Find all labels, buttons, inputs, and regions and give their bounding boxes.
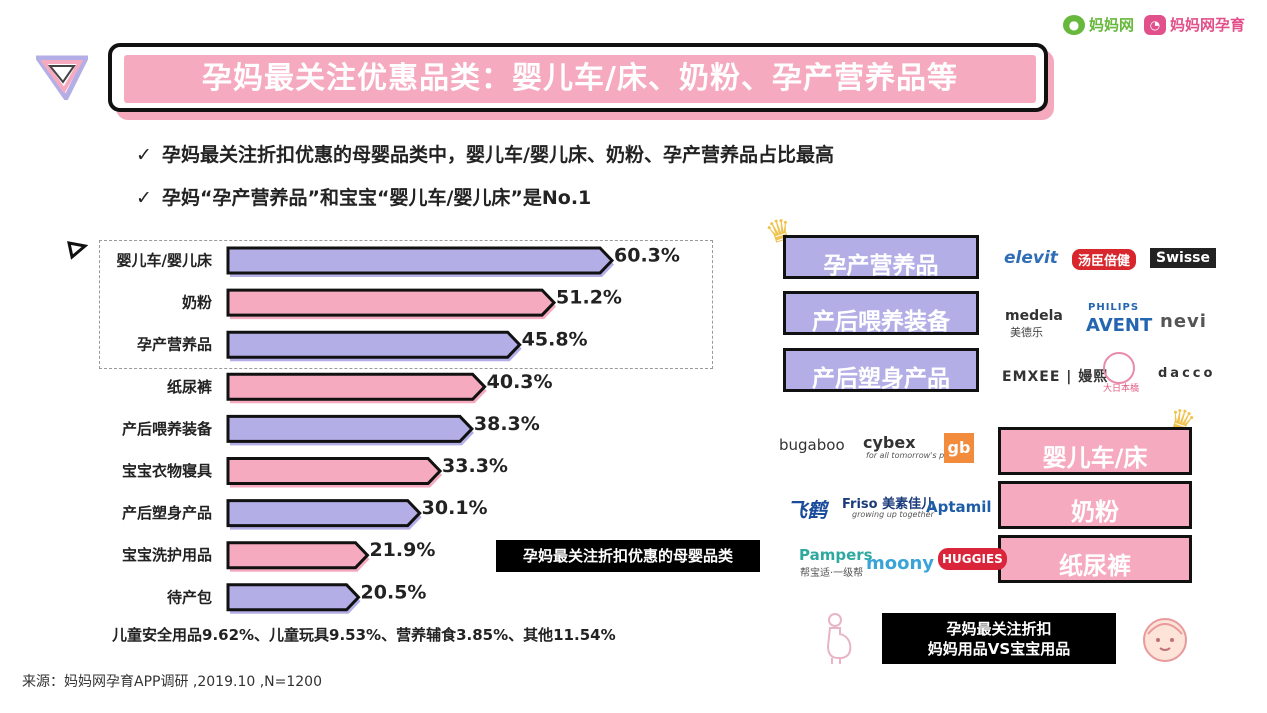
category-label: 产后喂养装备 (122, 420, 213, 438)
brand-1-text: 妈妈网 (1088, 16, 1134, 34)
bar-5 (226, 457, 443, 485)
source-note: 来源：妈妈网孕育APP调研 ,2019.10 ,N=1200 (22, 674, 322, 690)
value-label: 20.5% (361, 581, 427, 603)
value-label: 40.3% (487, 371, 553, 393)
tomson-logo: 汤臣倍健 (1072, 249, 1137, 270)
play-icon (67, 241, 88, 260)
bullet-2-text: 孕妈“孕产营养品”和宝宝“婴儿车/婴儿床”是No.1 (162, 187, 592, 209)
mamawang-logo: ● 妈妈网 (1062, 14, 1134, 35)
page-title: 孕妈最关注优惠品类：婴儿车/床、奶粉、孕产营养品等 (202, 61, 958, 96)
baby-category-label: 奶粉 (1071, 498, 1119, 526)
bar-6 (226, 499, 422, 528)
mom-category-label: 孕产营养品 (823, 253, 939, 279)
swisse-logo: Swisse (1150, 248, 1216, 268)
baby-category-label: 婴儿车/床 (1042, 444, 1148, 472)
compare-box: 孕妈最关注折扣 妈妈用品VS宝宝用品 (882, 613, 1116, 664)
category-label: 婴儿车/婴儿床 (117, 252, 213, 270)
category-label: 奶粉 (182, 294, 212, 312)
medela-cn-logo: 美德乐 (1010, 326, 1043, 339)
mom-category-nutrition: 孕产营养品 (783, 235, 979, 279)
category-label: 待产包 (167, 588, 212, 606)
pregnant-mom-icon (826, 613, 852, 664)
cybex-logo: cybex (863, 433, 916, 452)
baby-category-diaper: 纸尿裤 (998, 535, 1192, 583)
category-label: 孕产营养品 (137, 336, 212, 354)
value-label: 38.3% (474, 413, 540, 435)
brand-logos: ● 妈妈网 ◔ 妈妈网孕育 (1062, 14, 1245, 35)
category-label: 纸尿裤 (167, 378, 212, 396)
gb-logo: gb (944, 433, 974, 463)
value-label: 33.3% (442, 455, 508, 477)
baby-category-label: 纸尿裤 (1059, 552, 1131, 580)
value-label: 30.1% (422, 497, 488, 519)
avent-logo: AVENT (1086, 315, 1153, 336)
bar-4 (226, 414, 474, 443)
mamawang-icon: ● (1062, 14, 1085, 35)
logo-deco-icon (36, 55, 88, 100)
nevi-logo: nevi (1160, 311, 1207, 332)
bar-8 (226, 583, 361, 612)
bar-2 (226, 330, 522, 359)
check-icon: ✓ (136, 144, 152, 166)
mamawang-yunyu-icon: ◔ (1143, 14, 1166, 35)
emxee-text: EMXEE (1002, 369, 1061, 385)
emxee-logo: EMXEE | 嫚熙 (1002, 369, 1109, 385)
huggies-logo: HUGGIES (938, 548, 1007, 570)
mamawang-yunyu-logo: ◔ 妈妈网孕育 (1143, 14, 1245, 35)
bar-7 (226, 541, 370, 570)
value-label: 60.3% (614, 245, 680, 267)
brand-2-text: 妈妈网孕育 (1169, 16, 1245, 34)
others-note: 儿童安全用品9.62%、儿童玩具9.53%、营养辅食3.85%、其他11.54% (112, 626, 616, 644)
bullet-1: ✓ 孕妈最关注折扣优惠的母婴品类中，婴儿车/婴儿床、奶粉、孕产营养品占比最高 (136, 140, 834, 167)
dacco-logo: dacco (1158, 366, 1216, 381)
friso-tagline: growing up together (852, 510, 934, 519)
aptamil-logo: Aptamil (926, 498, 992, 516)
pampers-cn-logo: 帮宝适·一级帮 (800, 568, 864, 579)
check-icon: ✓ (136, 187, 152, 209)
compare-line-2: 妈妈用品VS宝宝用品 (927, 640, 1071, 658)
dawn-logo-text: 大日本橋 (1103, 384, 1140, 394)
friso-logo: Friso 美素佳儿 (842, 497, 935, 512)
bar-1 (226, 288, 557, 317)
title-fill (124, 55, 1036, 103)
baby-category-formula: 奶粉 (998, 481, 1192, 529)
elevit-logo: elevit (1004, 248, 1058, 268)
baby-face-icon (1143, 618, 1187, 662)
value-label: 45.8% (522, 329, 588, 351)
bar-0 (226, 246, 615, 275)
compare-line-1: 孕妈最关注折扣 (946, 620, 1052, 638)
philips-logo: PHILIPS (1088, 302, 1140, 313)
bar-3 (226, 372, 487, 401)
mom-category-label: 产后塑身产品 (812, 366, 950, 392)
moony-logo: moony (866, 553, 935, 574)
mom-category-feeding: 产后喂养装备 (783, 291, 979, 335)
feihe-logo: 飞鹤 (787, 498, 827, 522)
category-label: 产后塑身产品 (122, 504, 212, 522)
top3-highlight-box (99, 240, 713, 369)
mom-category-shaping: 产后塑身产品 (783, 348, 979, 392)
bullet-1-text: 孕妈最关注折扣优惠的母婴品类中，婴儿车/婴儿床、奶粉、孕产营养品占比最高 (162, 144, 834, 166)
emxee-cn-text: 嫚熙 (1078, 369, 1109, 385)
dawn-logo (1103, 352, 1135, 384)
bullet-2: ✓ 孕妈“孕产营养品”和宝宝“婴儿车/婴儿床”是No.1 (136, 183, 591, 210)
category-label: 宝宝衣物寝具 (122, 462, 212, 480)
chart-caption: 孕妈最关注折扣优惠的母婴品类 (496, 540, 760, 572)
mom-category-label: 产后喂养装备 (812, 309, 950, 335)
value-label: 51.2% (556, 287, 622, 309)
baby-category-stroller: 婴儿车/床 (998, 427, 1192, 475)
medela-logo: medela (1005, 308, 1063, 324)
pampers-logo: Pampers (799, 546, 873, 564)
cybex-tagline: for all tomorrow's people (866, 451, 967, 460)
value-label: 21.9% (369, 539, 435, 561)
bugaboo-logo: bugaboo (779, 436, 845, 454)
category-label: 宝宝洗护用品 (122, 546, 212, 564)
